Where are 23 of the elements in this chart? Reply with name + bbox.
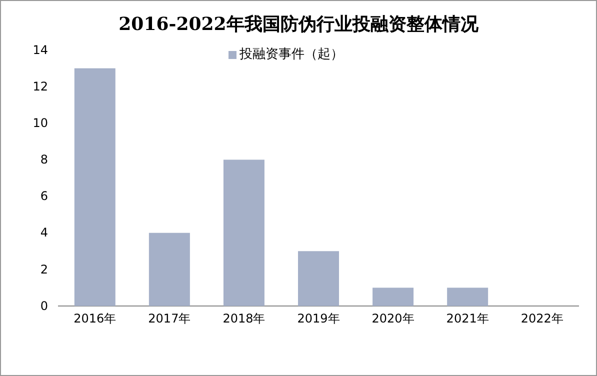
x-tick-label: 2022年 — [520, 312, 564, 326]
x-tick-label: 2021年 — [446, 312, 489, 326]
bar — [148, 232, 190, 306]
x-tick-label: 2016年 — [74, 312, 116, 326]
bar — [74, 68, 116, 306]
legend-label: 投融资事件（起） — [238, 47, 344, 62]
x-tick-label: 2018年 — [222, 312, 266, 326]
x-tick-label: 2020年 — [372, 312, 414, 326]
chart-title: 2016-2022年我国防伪行业投融资整体情况 — [118, 14, 480, 35]
y-tick-label: 4 — [40, 226, 48, 240]
y-tick-label: 14 — [32, 42, 48, 57]
x-tick-label: 2019年 — [297, 312, 340, 326]
y-tick-label: 0 — [40, 298, 48, 313]
y-tick-label: 2 — [40, 262, 48, 276]
bar — [298, 251, 339, 306]
y-tick-label: 8 — [40, 152, 48, 167]
y-tick-label: 6 — [40, 189, 48, 204]
bar — [447, 288, 488, 306]
bar — [372, 288, 414, 306]
y-tick-label: 12 — [32, 79, 48, 94]
y-tick-label: 10 — [32, 116, 48, 130]
bar — [223, 160, 264, 306]
x-tick-label: 2017年 — [148, 312, 191, 326]
